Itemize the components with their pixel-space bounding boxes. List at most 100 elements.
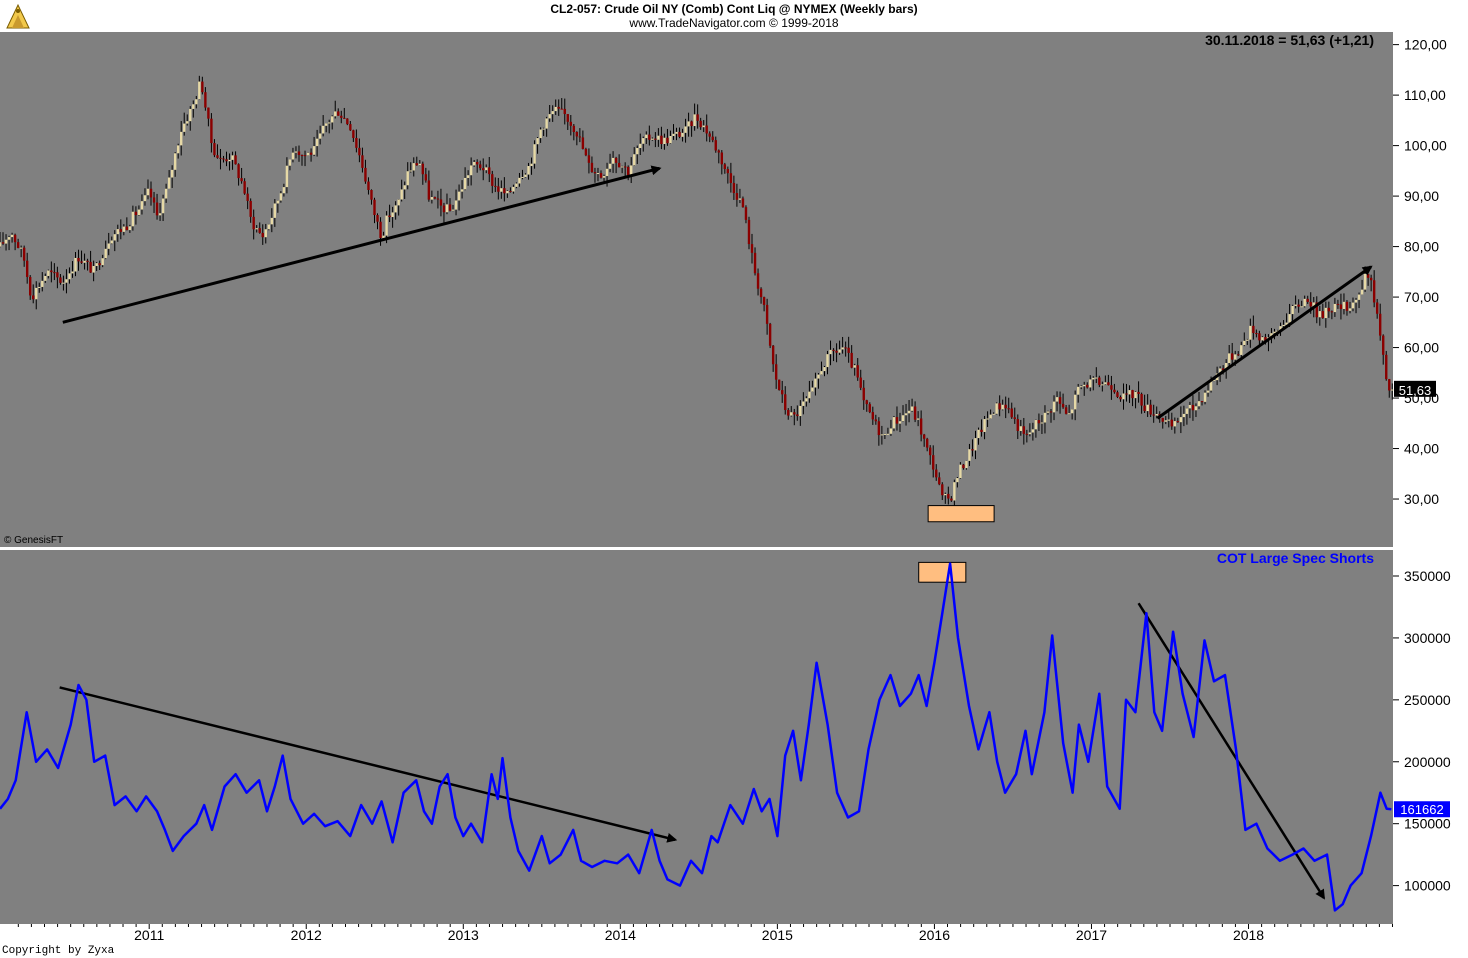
- price-bar-body: [68, 273, 71, 280]
- price-bar-body: [409, 170, 412, 172]
- price-bar-body: [1031, 429, 1035, 433]
- price-bar-body: [80, 261, 83, 263]
- price-bar-body: [146, 188, 150, 196]
- price-bar-body: [850, 352, 853, 368]
- price-bar-body: [1366, 273, 1370, 278]
- highlight-box: [918, 561, 967, 583]
- price-bar-body: [832, 349, 835, 351]
- price-bar-body: [1080, 386, 1083, 388]
- price-bar-body: [1125, 393, 1128, 395]
- price-bar-body: [309, 152, 313, 155]
- price-bar-body: [962, 464, 965, 469]
- price-bar-body: [1155, 414, 1158, 416]
- price-bar-body: [639, 143, 642, 149]
- price-bar-body: [980, 429, 983, 432]
- price-bar-body: [965, 460, 968, 469]
- price-axis-area: [1393, 32, 1468, 547]
- price-bar-body: [623, 166, 627, 168]
- price-bar-body: [116, 229, 119, 235]
- price-bar-body: [1363, 273, 1367, 290]
- chart-subtitle: www.TradeNavigator.com © 1999-2018: [629, 16, 839, 30]
- price-bar-body: [605, 168, 609, 177]
- price-bar-body: [732, 182, 736, 194]
- price-bar-body: [358, 147, 361, 156]
- price-bar-body: [953, 482, 956, 501]
- price-bar-body: [747, 219, 751, 245]
- price-bar-body: [844, 347, 847, 349]
- price-bar-body: [856, 365, 859, 378]
- price-bar-body: [1083, 384, 1086, 387]
- price-bar-body: [1013, 417, 1016, 420]
- price-bar-body: [1152, 414, 1155, 416]
- price-bar-body: [768, 323, 772, 346]
- price-bar-body: [557, 106, 560, 109]
- trend-arrow: [1156, 265, 1373, 420]
- price-bar-body: [796, 414, 799, 417]
- price-y-tick-label: 40,00: [1404, 441, 1439, 457]
- price-bar-body: [1276, 330, 1279, 332]
- price-bar-body: [696, 114, 699, 121]
- price-bar-body: [472, 161, 476, 166]
- price-bar-body: [0, 242, 2, 247]
- price-bar-body: [871, 412, 875, 420]
- price-bar-body: [711, 136, 714, 141]
- price-bar-body: [128, 226, 132, 231]
- price-bar-body: [222, 158, 225, 160]
- cot-y-axis: 350000 300000 250000 200000 150000 100000: [1393, 568, 1451, 894]
- chart-canvas[interactable]: 120,00110,00100,0090,0080,0070,0060,0050…: [0, 32, 1468, 942]
- price-bar-body: [331, 116, 334, 123]
- price-bar-body: [654, 138, 657, 140]
- price-bar-body: [533, 144, 536, 164]
- price-bar-body: [1321, 311, 1325, 319]
- price-bar-body: [1388, 379, 1391, 391]
- price-bar-body: [868, 404, 871, 413]
- price-bar-body: [234, 155, 237, 165]
- price-bar-body: [802, 401, 805, 406]
- price-bar-body: [518, 177, 521, 184]
- price-bar-body: [817, 374, 820, 379]
- price-bar-body: [1107, 382, 1110, 386]
- cot-panel: 350000 300000 250000 200000 150000 100000 COT…: [0, 550, 1468, 924]
- price-bar-body: [394, 205, 397, 213]
- price-bar-body: [16, 242, 20, 248]
- price-bar-body: [735, 193, 739, 200]
- price-bar-body: [874, 419, 878, 422]
- price-bar-body: [506, 190, 509, 194]
- copyright-text: Copyright by Zyxa: [2, 945, 115, 957]
- price-y-tick-label: 70,00: [1404, 289, 1439, 305]
- price-bar-body: [1294, 304, 1297, 306]
- price-bar-body: [1327, 307, 1331, 312]
- price-bar-body: [59, 277, 62, 283]
- price-bar-body: [826, 354, 829, 368]
- price-bar-body: [38, 286, 41, 288]
- price-bar-body: [1243, 340, 1246, 346]
- price-bar-body: [107, 243, 110, 249]
- price-bar-body: [744, 207, 748, 220]
- price-bar-body: [1119, 396, 1122, 400]
- price-bar-body: [880, 434, 884, 436]
- price-bar-body: [1342, 301, 1346, 309]
- last-value-text: 30.11.2018 = 51,63 (+1,21): [1205, 32, 1374, 48]
- price-bar-body: [956, 478, 959, 483]
- cot-annotations: [59, 561, 1325, 900]
- price-bar-body: [829, 349, 832, 355]
- price-bar-body: [1028, 432, 1032, 435]
- price-bar-body: [1046, 411, 1050, 413]
- price-bar-body: [352, 130, 355, 138]
- price-bar-body: [895, 417, 899, 424]
- trend-arrow: [1137, 602, 1325, 900]
- price-bar-body: [303, 155, 307, 157]
- price-bar-body: [1095, 377, 1098, 379]
- price-bar-body: [1197, 401, 1201, 407]
- price-bar-body: [983, 419, 986, 432]
- price-bar-body: [1391, 389, 1394, 391]
- price-bar-body: [536, 138, 539, 145]
- price-bar-body: [306, 152, 310, 156]
- price-bar-body: [729, 173, 733, 183]
- price-bar-body: [1336, 303, 1340, 305]
- price-bar-body: [1052, 401, 1056, 413]
- price-bar-body: [334, 111, 337, 117]
- price-bar-body: [1176, 421, 1180, 423]
- price-bar-body: [213, 143, 216, 156]
- price-bar-body: [1037, 420, 1041, 424]
